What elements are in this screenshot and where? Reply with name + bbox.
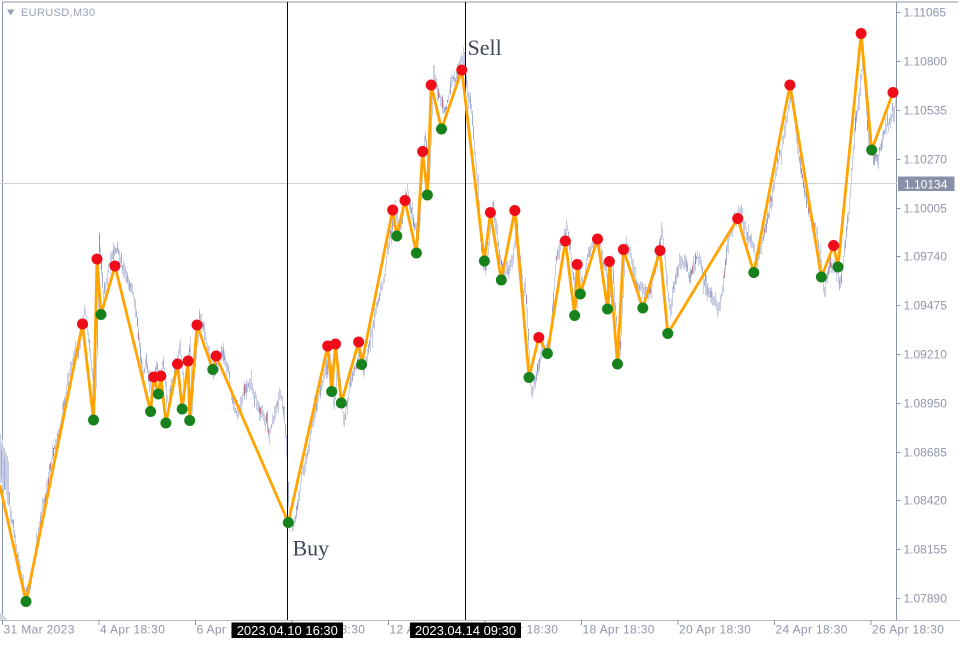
svg-text:Buy: Buy (293, 536, 330, 561)
svg-text:31 Mar 2023: 31 Mar 2023 (4, 623, 75, 637)
svg-text:20 Apr 18:30: 20 Apr 18:30 (679, 623, 751, 637)
svg-text:2023.04.14 09:30: 2023.04.14 09:30 (415, 623, 516, 638)
svg-text:2023.04.10 16:30: 2023.04.10 16:30 (237, 623, 338, 638)
svg-text:1.08950: 1.08950 (904, 397, 948, 411)
svg-text:1.09210: 1.09210 (904, 348, 948, 362)
svg-text:1.08685: 1.08685 (904, 446, 948, 460)
svg-text:26 Apr 18:30: 26 Apr 18:30 (872, 623, 944, 637)
svg-text:1.10005: 1.10005 (904, 202, 948, 216)
svg-text:18 Apr 18:30: 18 Apr 18:30 (583, 623, 655, 637)
svg-text:Sell: Sell (468, 35, 502, 60)
svg-text:1.08155: 1.08155 (904, 543, 948, 557)
svg-text:24 Apr 18:30: 24 Apr 18:30 (776, 623, 848, 637)
svg-text:1.11065: 1.11065 (904, 6, 947, 20)
svg-text:1.09740: 1.09740 (904, 250, 948, 264)
svg-text:1.10270: 1.10270 (904, 153, 948, 167)
svg-text:1.07890: 1.07890 (904, 592, 948, 606)
svg-text:1.10535: 1.10535 (904, 104, 948, 118)
svg-text:1.10134: 1.10134 (904, 177, 948, 191)
svg-text:1.10800: 1.10800 (904, 55, 948, 69)
svg-text:1.09475: 1.09475 (904, 299, 948, 313)
svg-text:1.08420: 1.08420 (904, 494, 948, 508)
svg-text:4 Apr 18:30: 4 Apr 18:30 (100, 623, 165, 637)
svg-text:EURUSD,M30: EURUSD,M30 (21, 7, 95, 19)
